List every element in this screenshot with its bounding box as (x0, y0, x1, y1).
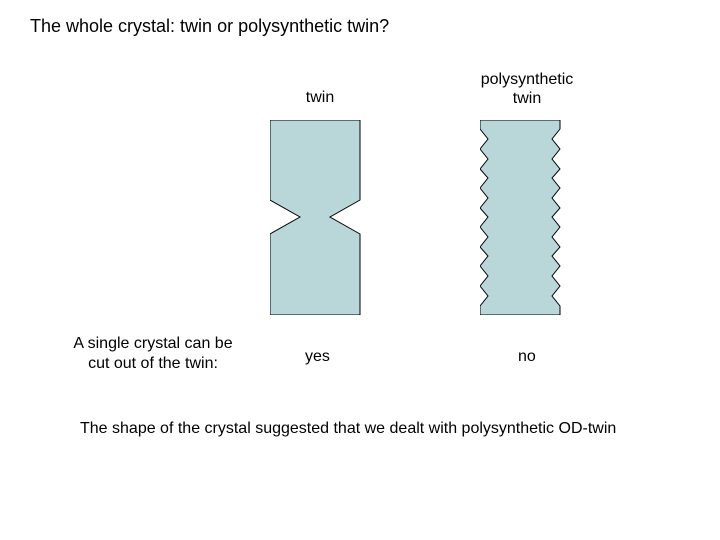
polysynthetic-crystal-shape (480, 120, 580, 320)
polysynthetic-crystal-svg (480, 120, 580, 315)
answer-no: no (518, 348, 536, 366)
conclusion-text: The shape of the crystal suggested that … (80, 420, 616, 438)
slide-title: The whole crystal: twin or polysynthetic… (30, 16, 389, 37)
cut-out-line1: A single crystal can be (73, 335, 232, 352)
twin-crystal-polygon (270, 120, 360, 315)
answer-yes: yes (305, 348, 330, 366)
polysynthetic-crystal-polygon (480, 120, 560, 315)
twin-crystal-svg (270, 120, 380, 315)
twin-label: twin (290, 88, 350, 107)
twin-crystal-shape (270, 120, 380, 320)
cut-out-question: A single crystal can be cut out of the t… (68, 334, 238, 374)
polysynthetic-label: polysynthetic twin (472, 70, 582, 108)
poly-label-line2: twin (513, 90, 541, 107)
cut-out-line2: cut out of the twin: (88, 355, 218, 372)
poly-label-line1: polysynthetic (481, 71, 574, 88)
slide: The whole crystal: twin or polysynthetic… (0, 0, 720, 540)
